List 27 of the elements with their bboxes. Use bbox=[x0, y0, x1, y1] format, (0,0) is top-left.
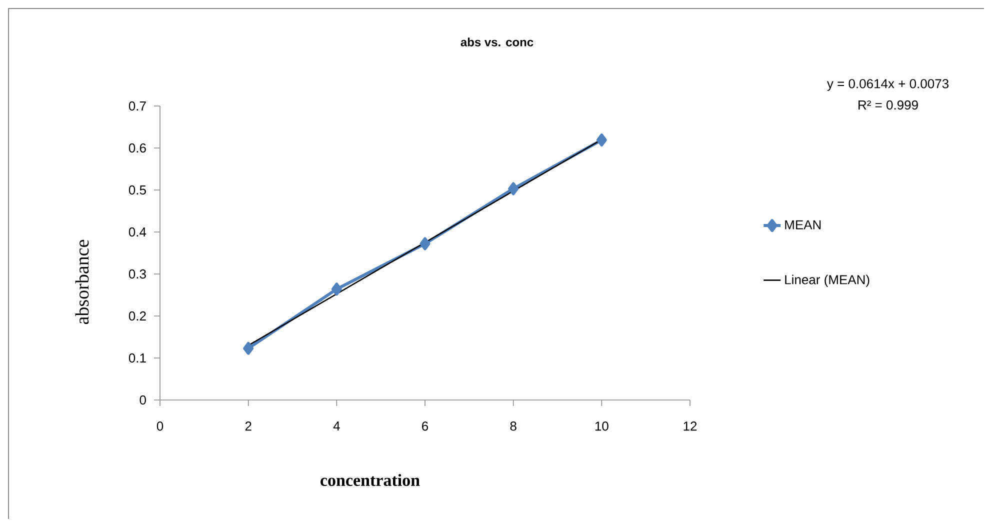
y-tick-label: 0.4 bbox=[128, 227, 146, 237]
legend-label: Linear (MEAN) bbox=[785, 274, 870, 287]
y-tick-label: 0.2 bbox=[128, 311, 146, 321]
x-tick-label: 12 bbox=[684, 422, 697, 431]
x-tick-label: 0 bbox=[156, 422, 164, 431]
text: R² = 0.999 bbox=[858, 100, 918, 110]
x-tick-label: 4 bbox=[333, 422, 340, 430]
y-tick-label: 0.6 bbox=[128, 143, 146, 153]
text: y = 0.0614x + 0.0073 bbox=[826, 79, 948, 91]
point bbox=[243, 342, 254, 355]
y-tick-label: 0.7 bbox=[128, 101, 146, 111]
point bbox=[331, 282, 342, 296]
y-tick-label: 0 bbox=[140, 395, 146, 405]
x-tick-label: 2 bbox=[245, 422, 252, 431]
point bbox=[508, 182, 519, 196]
y-axis-title: absorbance bbox=[75, 240, 89, 324]
y-tick-label: 0.3 bbox=[128, 269, 146, 279]
legend-label: MEAN bbox=[785, 220, 821, 230]
y-tick-label: 0.1 bbox=[128, 353, 146, 363]
y-tick-label: 0.5 bbox=[128, 185, 146, 195]
x-tick-label: 10 bbox=[595, 422, 608, 431]
x-tick-label: 6 bbox=[422, 422, 428, 431]
chart-title: abs vs. conc bbox=[460, 38, 534, 46]
point bbox=[596, 134, 607, 147]
x-tick-label: 8 bbox=[510, 422, 516, 431]
point bbox=[420, 237, 430, 250]
x-axis-title: concentration bbox=[320, 474, 420, 486]
